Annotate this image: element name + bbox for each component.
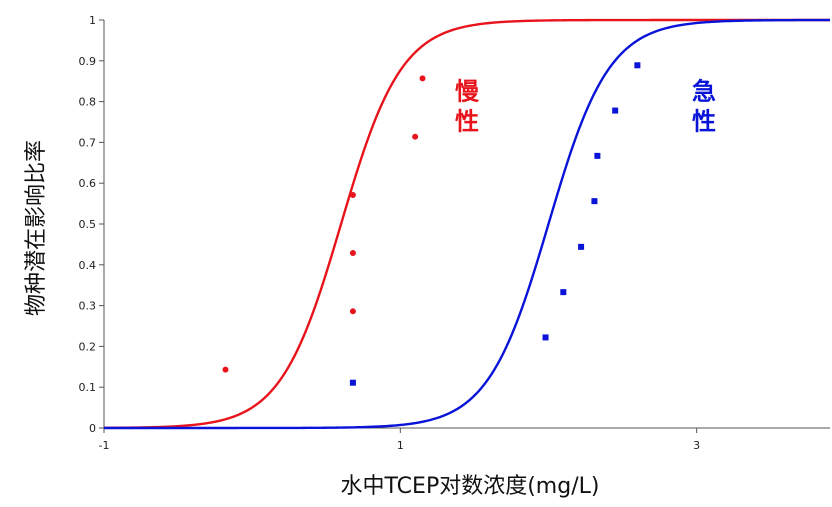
acute-data-point	[349, 379, 356, 386]
acute-data-point	[560, 289, 567, 296]
acute-data-point	[612, 107, 619, 114]
x-tick-label: 1	[397, 439, 404, 452]
acute-data-point	[578, 243, 585, 250]
annotation-label: 性	[692, 108, 716, 136]
y-tick-label: 0.1	[79, 381, 97, 394]
annotation-label: 性	[455, 108, 479, 136]
y-tick-label: 0.5	[79, 218, 97, 231]
x-tick-label: -1	[99, 439, 110, 452]
data-points	[222, 62, 641, 386]
acute-data-point	[594, 152, 601, 159]
y-tick-label: 0.4	[79, 259, 97, 272]
acute-data-point	[634, 62, 641, 69]
y-tick-label: 0.3	[79, 300, 97, 313]
chronic-data-point	[349, 249, 356, 256]
fit-curves	[103, 18, 830, 430]
y-axis-title: 物种潜在影响比率	[24, 140, 49, 316]
chronic-fit-curve	[103, 18, 830, 430]
y-tick-label: 0.9	[79, 55, 97, 68]
chronic-data-point	[412, 133, 419, 140]
acute-data-point	[591, 198, 598, 205]
x-tick-label: 3	[693, 439, 700, 452]
acute-data-point	[542, 334, 549, 341]
y-tick-label: 0.6	[79, 177, 97, 190]
chronic-data-point	[419, 75, 426, 82]
chronic-data-point	[222, 366, 229, 373]
chronic-data-point	[349, 192, 356, 199]
y-tick-label: 1	[89, 14, 96, 27]
chronic-data-point	[349, 308, 356, 315]
annotation-label: 急	[692, 78, 716, 106]
acute-fit-curve	[104, 18, 830, 430]
y-tick-label: 0.7	[79, 136, 97, 149]
y-tick-label: 0	[89, 422, 96, 435]
annotation-label: 慢	[455, 78, 480, 106]
x-axis-title: 水中TCEP对数浓度(mg/L)	[341, 474, 600, 499]
ticks: 0 0.1 0.2 0.3 0.4 0.5 0.6 0.7 0.8 0.9 1 -1 1 3	[79, 14, 701, 452]
y-tick-label: 0.2	[79, 340, 97, 353]
y-tick-label: 0.8	[79, 96, 97, 109]
